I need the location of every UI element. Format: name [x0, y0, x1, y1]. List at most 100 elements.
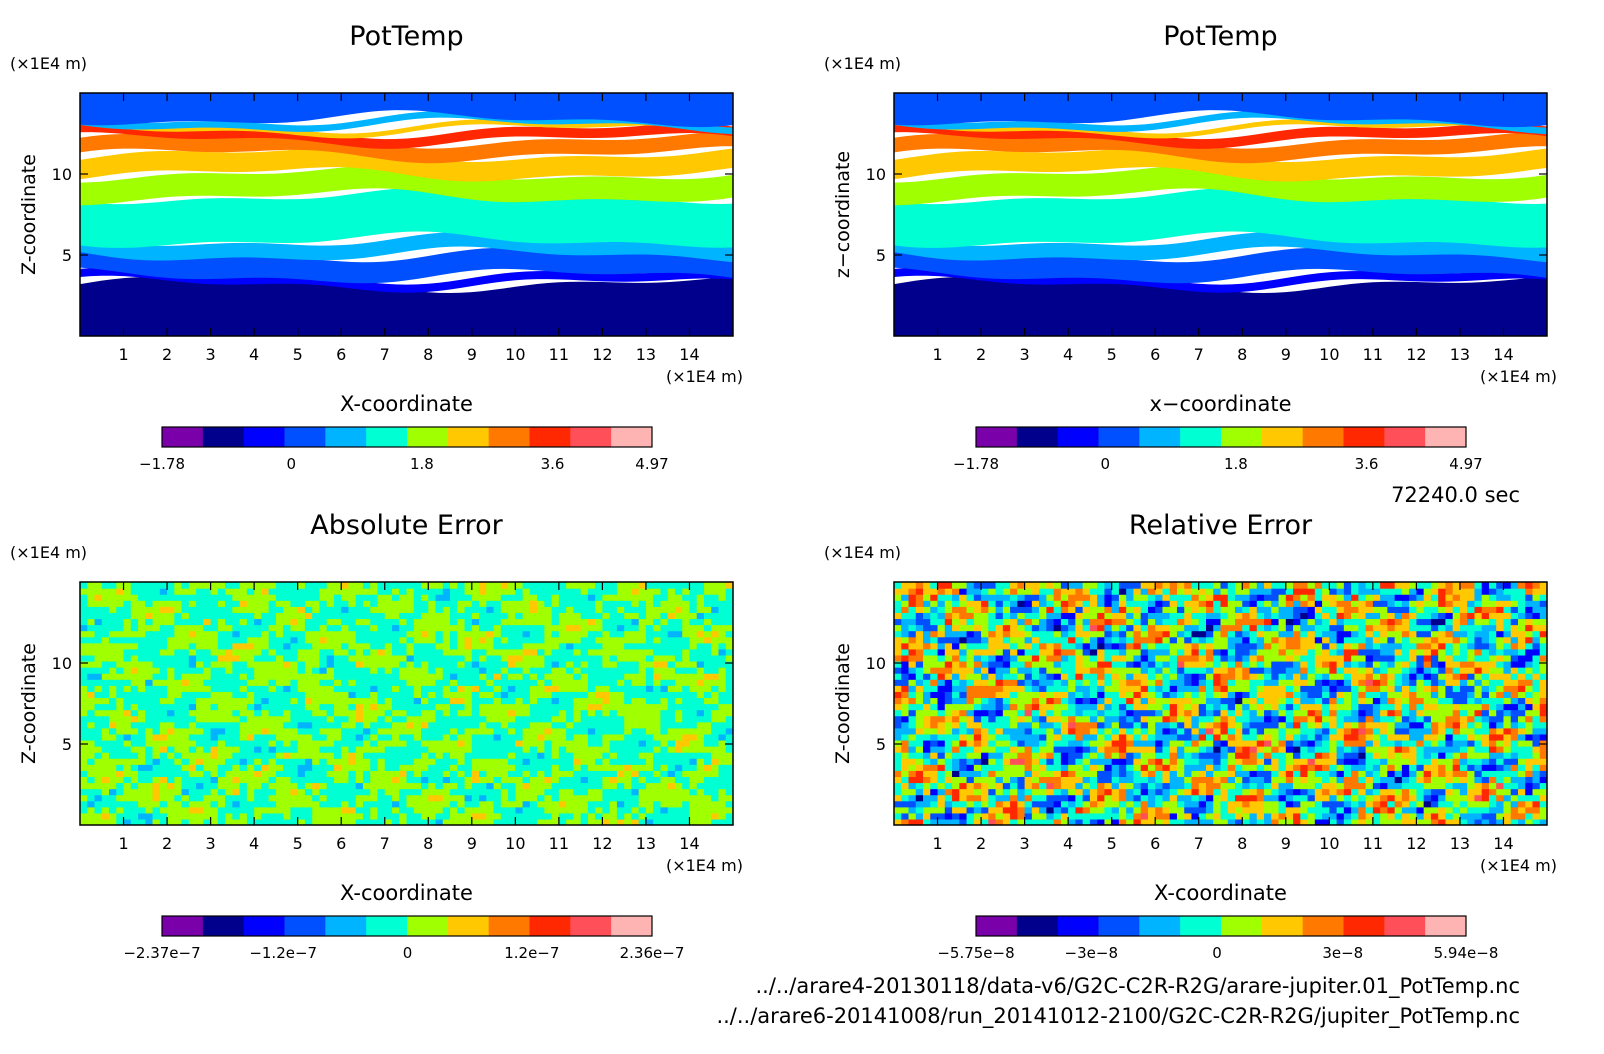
field-cell — [682, 776, 691, 784]
field-cell — [515, 709, 524, 717]
field-cell — [1539, 800, 1547, 808]
field-cell — [1293, 776, 1301, 784]
field-cell — [1532, 818, 1541, 825]
field-cell — [391, 812, 400, 820]
colorbar-swatch — [407, 916, 449, 936]
field-cell — [87, 776, 96, 784]
field-cell — [493, 721, 502, 729]
field-cell — [1046, 764, 1055, 771]
field-cell — [188, 715, 197, 723]
field-cell — [616, 636, 625, 644]
field-cell — [406, 703, 415, 711]
field-cell — [580, 697, 589, 705]
field-cell — [1474, 752, 1483, 759]
field-cell — [508, 697, 516, 705]
field-cell — [268, 588, 277, 595]
colorbar-swatch — [325, 427, 367, 447]
field-cell — [901, 746, 910, 753]
field-cell — [362, 654, 371, 662]
contour-band — [894, 267, 1547, 293]
field-cell — [290, 679, 299, 686]
field-cell — [1256, 764, 1265, 771]
field-cell — [725, 721, 733, 729]
field-cell — [341, 679, 350, 686]
field-cell — [1249, 746, 1258, 753]
field-cell — [319, 624, 328, 632]
field-cell — [254, 703, 262, 711]
field-cell — [645, 703, 654, 711]
field-cell — [1517, 782, 1526, 790]
field-cell — [225, 654, 233, 662]
field-cell — [167, 739, 175, 747]
field-cell — [660, 660, 669, 668]
field-cell — [1525, 812, 1534, 820]
field-cell — [370, 654, 379, 662]
field-cell — [696, 794, 705, 802]
field-cell — [268, 612, 277, 620]
field-cell — [464, 697, 473, 705]
field-cell — [254, 588, 262, 595]
field-cell — [602, 715, 611, 723]
field-cell — [508, 733, 516, 741]
field-cell — [1285, 764, 1294, 771]
field-cell — [384, 800, 393, 808]
field-cell — [493, 691, 502, 699]
field-cell — [566, 746, 574, 753]
field-cell — [894, 758, 902, 765]
field-cell — [602, 660, 611, 668]
colorbar-swatch — [162, 427, 204, 447]
field-cell — [645, 782, 654, 790]
field-cell — [1496, 782, 1505, 790]
field-cell — [1496, 770, 1505, 777]
field-cell — [493, 782, 502, 790]
field-cell — [217, 612, 226, 620]
field-cell — [696, 715, 705, 723]
field-cell — [1271, 764, 1280, 771]
field-cell — [152, 624, 161, 632]
field-cell — [703, 746, 712, 753]
field-cell — [1380, 806, 1388, 814]
field-cell — [254, 600, 262, 607]
field-cell — [246, 660, 255, 668]
field-cell — [1126, 746, 1135, 753]
field-cell — [159, 691, 168, 699]
field-cell — [1075, 770, 1084, 777]
field-cell — [232, 727, 241, 735]
field-cell — [152, 764, 161, 771]
field-cell — [123, 667, 132, 674]
field-cell — [711, 709, 720, 717]
field-cell — [703, 800, 712, 808]
field-cell — [1525, 770, 1534, 777]
field-cell — [1278, 818, 1287, 825]
field-cell — [457, 624, 466, 632]
field-cell — [384, 739, 393, 747]
field-cell — [297, 600, 306, 607]
field-cell — [1488, 800, 1497, 808]
field-cell — [609, 642, 618, 650]
field-cell — [711, 703, 720, 711]
field-cell — [508, 812, 516, 820]
field-cell — [1068, 794, 1076, 802]
field-cell — [435, 612, 444, 620]
field-cell — [682, 739, 691, 747]
field-cell — [159, 818, 168, 825]
field-cell — [703, 770, 712, 777]
field-cell — [471, 703, 480, 711]
field-cell — [558, 788, 567, 796]
field-cell — [682, 697, 691, 705]
field-cell — [1532, 752, 1541, 759]
field-cell — [1184, 764, 1193, 771]
field-cell — [406, 794, 415, 802]
field-cell — [225, 812, 233, 820]
field-cell — [493, 794, 502, 802]
field-cell — [674, 770, 683, 777]
field-cell — [587, 709, 596, 717]
field-cell — [689, 624, 698, 632]
field-cell — [225, 703, 233, 711]
field-cell — [667, 685, 676, 692]
field-cell — [944, 818, 953, 825]
field-cell — [500, 582, 509, 589]
field-cell — [486, 752, 495, 759]
field-cell — [667, 594, 676, 601]
field-cell — [930, 800, 939, 808]
